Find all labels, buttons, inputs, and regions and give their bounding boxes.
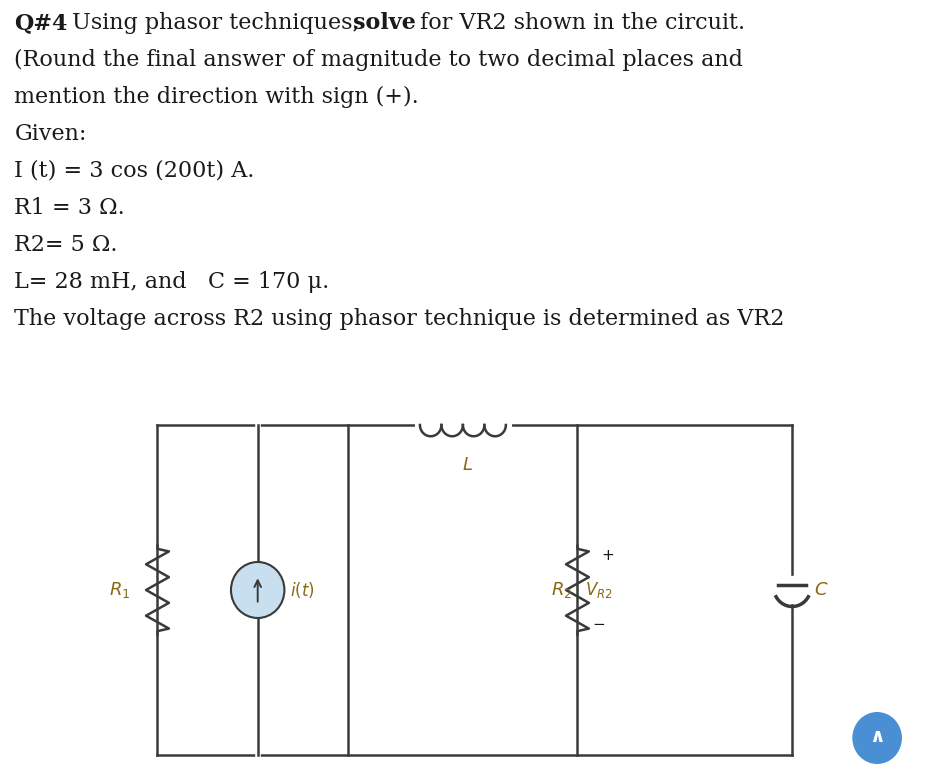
Text: +: +: [601, 548, 614, 564]
Text: R1 = 3 Ω.: R1 = 3 Ω.: [14, 197, 125, 219]
Text: Given:: Given:: [14, 123, 87, 145]
Text: $R_1$: $R_1$: [109, 580, 130, 600]
Text: ∧: ∧: [868, 726, 884, 746]
Text: solve: solve: [353, 12, 416, 34]
Text: $R_2$: $R_2$: [551, 580, 572, 600]
Text: (Round the final answer of magnitude to two decimal places and: (Round the final answer of magnitude to …: [14, 49, 743, 71]
Text: L= 28 mH, and   C = 170 μ.: L= 28 mH, and C = 170 μ.: [14, 271, 329, 293]
Text: $i(t)$: $i(t)$: [289, 580, 314, 600]
Text: Using phasor techniques,: Using phasor techniques,: [65, 12, 367, 34]
Text: I (t) = 3 cos (200t) A.: I (t) = 3 cos (200t) A.: [14, 160, 254, 182]
Text: $L$: $L$: [462, 455, 472, 473]
Text: The voltage across R2 using phasor technique is determined as VR2: The voltage across R2 using phasor techn…: [14, 308, 783, 330]
Text: −: −: [591, 617, 605, 631]
Text: R2= 5 Ω.: R2= 5 Ω.: [14, 234, 118, 256]
Circle shape: [851, 712, 901, 764]
Circle shape: [230, 562, 284, 618]
Text: $V_{R2}$: $V_{R2}$: [585, 580, 612, 600]
Text: mention the direction with sign (+).: mention the direction with sign (+).: [14, 86, 419, 108]
Text: $C$: $C$: [813, 581, 828, 599]
Text: Q#4: Q#4: [14, 12, 68, 34]
Text: for VR2 shown in the circuit.: for VR2 shown in the circuit.: [413, 12, 744, 34]
